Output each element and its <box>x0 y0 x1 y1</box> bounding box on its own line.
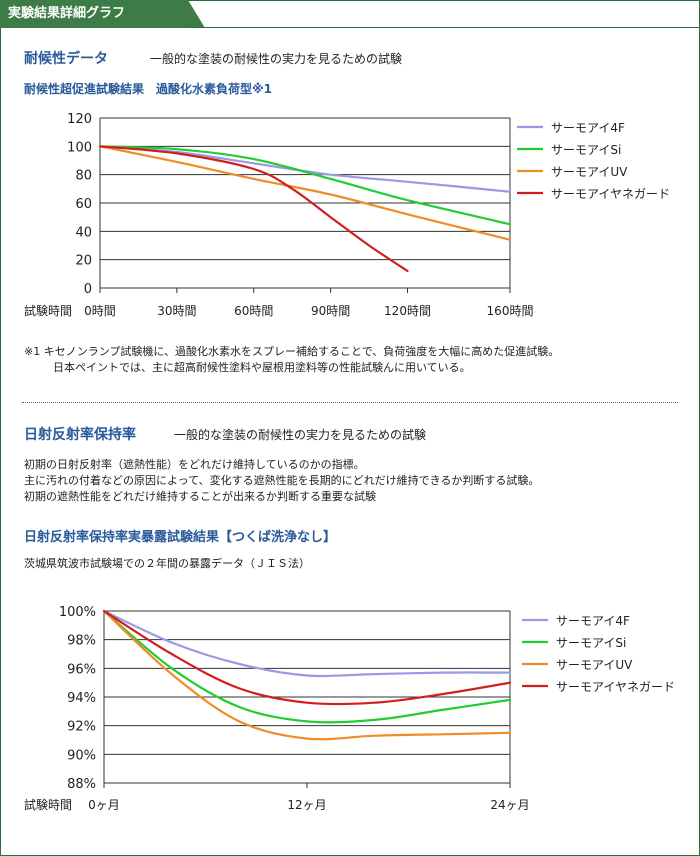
chart2-svg: 88% 90% 92% 94% 96% 98% 100% 0ヶ月 12ヶ月 24ヶ月 試験時間 サーモ… <box>24 605 675 812</box>
chart2-title: 日射反射率保持率実暴露試験結果【つくば洗浄なし】 <box>24 530 337 545</box>
header-rule <box>190 27 699 28</box>
chart2-ytick-label: 90% <box>67 748 96 763</box>
header-tab: 実験結果詳細グラフ <box>0 0 205 28</box>
chart2-xtick-label: 12ヶ月 <box>287 798 326 812</box>
chart1-xtick-label: 30時間 <box>157 304 196 318</box>
chart2-xtick-label: 0ヶ月 <box>88 798 120 812</box>
section-divider <box>22 402 678 403</box>
note-line1: ※1 キセノンランプ試験機に、過酸化水素水をスプレー補給することで、負荷強度を大… <box>24 345 560 358</box>
chart1-xaxis-title: 試験時間 <box>24 303 72 318</box>
chart2-ytick-label: 88% <box>67 777 96 792</box>
chart1-series-line <box>98 145 409 273</box>
section2-para-line3: 初期の遮熱性能をどれだけ維持することが出来るか判断する重要な試験 <box>24 490 376 503</box>
section2-para-line2: 主に汚れの付着などの原因によって、変化する遮熱性能を長期的にどれだけ維持できるか… <box>24 474 540 487</box>
section1-title: 耐候性データ <box>24 51 108 67</box>
chart2-ytick-label: 92% <box>67 720 96 735</box>
chart1-svg: 0 20 40 60 80 100 120 0時間 30時間 60時間 90時間 120時間 160時間… <box>24 112 670 318</box>
chart2-ytick-label: 96% <box>67 662 96 677</box>
section2-para-line1: 初期の日射反射率（遮熱性能）をどれだけ維持しているのかの指標。 <box>24 458 365 471</box>
chart1-series-line <box>98 145 512 241</box>
section2-description: 一般的な塗装の耐候性の実力を見るための試験 <box>174 428 427 442</box>
chart2-xaxis-title: 試験時間 <box>24 797 72 812</box>
chart1-ytick-label: 20 <box>75 254 92 269</box>
chart1-ytick-label: 0 <box>84 282 92 297</box>
chart2-series-line <box>102 609 512 741</box>
chart1-legend-label: サーモアイヤネガード <box>551 187 670 201</box>
chart1-xtick-label: 60時間 <box>234 304 273 318</box>
chart1-ytick-label: 80 <box>75 169 92 184</box>
chart1-legend-label: サーモアイ4F <box>551 121 625 135</box>
chart2-legend-label: サーモアイ4F <box>556 614 630 628</box>
chart2-ytick-label: 94% <box>67 691 96 706</box>
chart1-ytick-label: 40 <box>75 225 92 240</box>
chart1-ytick-label: 100 <box>67 140 92 155</box>
chart1-xtick-label: 90時間 <box>311 304 350 318</box>
chart1-ytick-label: 120 <box>67 112 92 127</box>
chart1-ytick-label: 60 <box>75 197 92 212</box>
chart2-series-line <box>102 609 512 678</box>
chart2-legend-label: サーモアイヤネガード <box>556 680 675 694</box>
chart1-series-line <box>98 145 512 193</box>
chart2-legend-label: サーモアイSi <box>556 636 626 650</box>
chart1-title: 耐候性超促進試験結果 過酸化水素負荷型※1 <box>24 82 273 96</box>
note-line2: 日本ペイントでは、主に超高耐候性塗料や屋根用塗料等の性能試験んに用いている。 <box>53 361 471 374</box>
chart1-xtick-label: 120時間 <box>384 304 431 318</box>
chart2-ytick-label: 100% <box>59 605 96 620</box>
chart2-ytick-label: 98% <box>67 634 96 649</box>
section2-title: 日射反射率保持率 <box>24 427 136 443</box>
chart2-subtitle: 茨城県筑波市試験場での２年間の暴露データ（ＪＩＳ法） <box>24 557 310 570</box>
chart2-series-line <box>102 609 512 724</box>
chart2-xtick-label: 24ヶ月 <box>490 798 529 812</box>
chart1-series-line <box>98 145 512 226</box>
chart2-legend-label: サーモアイUV <box>556 658 633 672</box>
chart1-xtick-label: 0時間 <box>84 304 116 318</box>
chart1-legend-label: サーモアイUV <box>551 165 628 179</box>
section1-description: 一般的な塗装の耐候性の実力を見るための試験 <box>150 52 403 66</box>
chart2-series-line <box>102 609 512 706</box>
chart1-xtick-label: 160時間 <box>487 304 534 318</box>
chart1-legend-label: サーモアイSi <box>551 143 621 157</box>
